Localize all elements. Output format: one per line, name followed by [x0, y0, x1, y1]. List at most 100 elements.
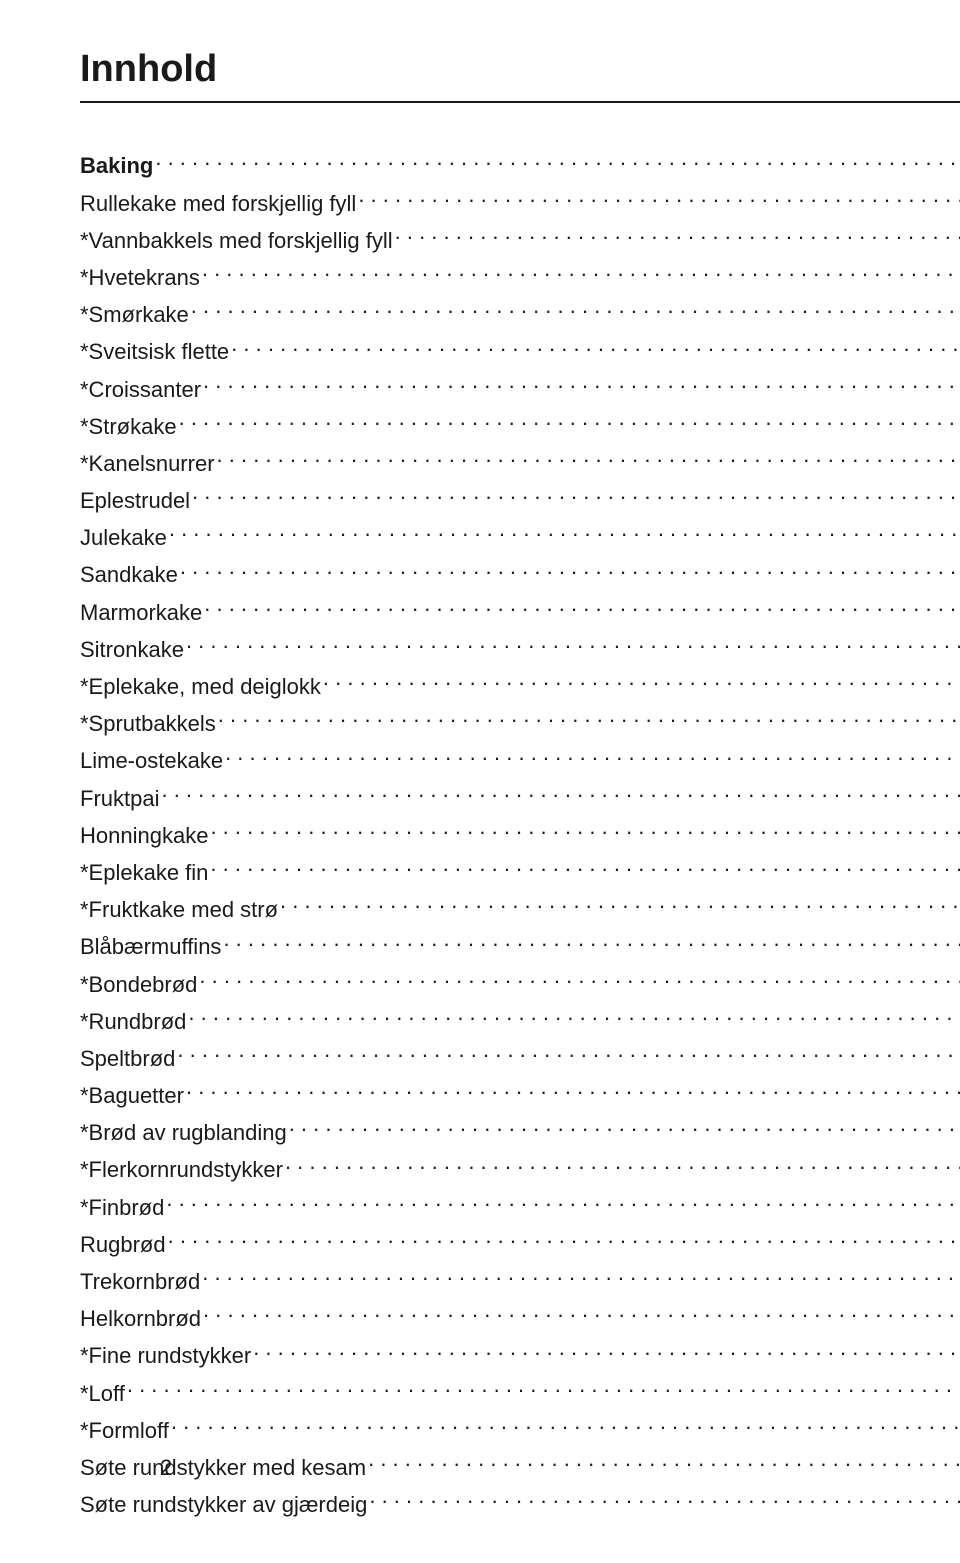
toc-entry-row: Helkornbrød41	[80, 1300, 960, 1335]
toc-entry-label: *Hvetekrans	[80, 263, 200, 294]
toc-entry-row: *Sveitsisk flette13	[80, 333, 960, 368]
toc-entry-label: Julekake	[80, 523, 167, 554]
toc-entry-label: *Smørkake	[80, 300, 189, 331]
toc-entry-row: Sandkake21	[80, 556, 960, 591]
toc-leader-dots	[168, 1225, 960, 1251]
toc-entry-label: Rullekake med forskjellig fyll	[80, 189, 356, 220]
toc-entry-row: *Hvetekrans11	[80, 259, 960, 294]
toc-entry-row: Blåbærmuffins31	[80, 928, 960, 963]
toc-entry-row: Trekornbrød40	[80, 1263, 960, 1298]
toc-leader-dots	[192, 482, 960, 508]
toc-entry-row: *Flerkornrundstykker37	[80, 1151, 960, 1186]
toc-leader-dots	[161, 779, 960, 805]
toc-entry-row: *Loff43	[80, 1374, 960, 1409]
toc-leader-dots	[210, 816, 960, 842]
toc-entry-row: Julekake20	[80, 519, 960, 554]
toc-leader-dots	[289, 1114, 960, 1140]
toc-entry-label: Trekornbrød	[80, 1267, 200, 1298]
toc-entry-row: *Eplekake, med deiglokk24	[80, 668, 960, 703]
toc-entry-label: *Fruktkake med strø	[80, 895, 278, 926]
toc-entry-label: *Baguetter	[80, 1081, 184, 1112]
toc-entry-row: Søte rundstykker av gjærdeig46	[80, 1486, 960, 1521]
toc-entry-row: Rullekake med forskjellig fyll6	[80, 184, 960, 219]
toc-leader-dots	[395, 221, 960, 247]
toc-entry-row: *Brød av rugblanding36	[80, 1114, 960, 1149]
toc-entry-row: *Fine rundstykker42	[80, 1337, 960, 1372]
toc-entry-label: Sitronkake	[80, 635, 184, 666]
toc-leader-dots	[204, 593, 960, 619]
toc-entry-label: Søte rundstykker med kesam	[80, 1453, 366, 1484]
page-number: 2	[160, 1455, 172, 1481]
toc-entry-label: *Finbrød	[80, 1193, 164, 1224]
toc-entry-row: Marmorkake22	[80, 593, 960, 628]
toc-entry-row: *Finbrød38	[80, 1188, 960, 1223]
toc-leader-dots	[217, 445, 960, 471]
toc-leader-dots	[127, 1374, 960, 1400]
toc-entry-label: *Eplekake, med deiglokk	[80, 672, 321, 703]
toc-leader-dots	[169, 519, 960, 545]
table-of-contents: Baking6Rullekake med forskjellig fyll6*V…	[80, 147, 960, 1521]
toc-leader-dots	[155, 147, 960, 173]
toc-section-row: Baking6	[80, 147, 960, 182]
toc-entry-label: Honningkake	[80, 821, 208, 852]
toc-entry-row: *Bondebrød32	[80, 965, 960, 1000]
toc-entry-row: Speltbrød34	[80, 1040, 960, 1075]
toc-entry-row: *Kanelsnurrer16	[80, 445, 960, 480]
toc-entry-label: *Loff	[80, 1379, 125, 1410]
toc-entry-label: *Flerkornrundstykker	[80, 1155, 283, 1186]
toc-leader-dots	[231, 333, 960, 359]
toc-entry-label: *Vannbakkels med forskjellig fyll	[80, 226, 393, 257]
toc-leader-dots	[280, 891, 960, 917]
toc-entry-label: Helkornbrød	[80, 1304, 201, 1335]
toc-leader-dots	[218, 705, 960, 731]
toc-entry-row: Sitronkake23	[80, 630, 960, 665]
toc-entry-row: Lime-ostekake26	[80, 742, 960, 777]
toc-leader-dots	[202, 259, 960, 285]
toc-entry-row: *Strøkake15	[80, 407, 960, 442]
toc-leader-dots	[202, 1263, 960, 1289]
toc-entry-label: Fruktpai	[80, 784, 159, 815]
toc-entry-row: *Baguetter35	[80, 1077, 960, 1112]
toc-entry-label: Lime-ostekake	[80, 746, 223, 777]
toc-entry-label: Eplestrudel	[80, 486, 190, 517]
toc-leader-dots	[203, 1300, 960, 1326]
toc-entry-row: Rugbrød39	[80, 1225, 960, 1260]
toc-leader-dots	[191, 296, 960, 322]
toc-leader-dots	[323, 668, 960, 694]
toc-leader-dots	[358, 184, 960, 210]
toc-leader-dots	[188, 1002, 960, 1028]
toc-entry-row: *Croissanter14	[80, 370, 960, 405]
toc-section-label: Baking	[80, 151, 153, 182]
toc-leader-dots	[186, 630, 960, 656]
toc-entry-row: *Rundbrød33	[80, 1002, 960, 1037]
toc-entry-row: *Vannbakkels med forskjellig fyll8	[80, 221, 960, 256]
toc-leader-dots	[210, 854, 960, 880]
title-rule	[80, 101, 960, 103]
toc-entry-label: Rugbrød	[80, 1230, 166, 1261]
toc-leader-dots	[369, 1486, 960, 1512]
toc-leader-dots	[203, 370, 960, 396]
toc-entry-label: *Kanelsnurrer	[80, 449, 215, 480]
toc-entry-row: Honningkake28	[80, 816, 960, 851]
toc-entry-label: *Fine rundstykker	[80, 1341, 251, 1372]
toc-leader-dots	[225, 742, 960, 768]
toc-leader-dots	[223, 928, 960, 954]
toc-leader-dots	[186, 1077, 960, 1103]
toc-entry-label: *Croissanter	[80, 375, 201, 406]
toc-leader-dots	[368, 1449, 960, 1475]
toc-entry-label: Speltbrød	[80, 1044, 175, 1075]
toc-leader-dots	[177, 1040, 960, 1066]
toc-leader-dots	[285, 1151, 960, 1177]
toc-entry-label: *Rundbrød	[80, 1007, 186, 1038]
toc-leader-dots	[171, 1411, 960, 1437]
toc-entry-label: *Sprutbakkels	[80, 709, 216, 740]
toc-leader-dots	[180, 556, 960, 582]
toc-entry-row: *Sprutbakkels25	[80, 705, 960, 740]
toc-entry-row: *Fruktkake med strø30	[80, 891, 960, 926]
toc-entry-row: Søte rundstykker med kesam45	[80, 1449, 960, 1484]
toc-entry-row: *Formloff44	[80, 1411, 960, 1446]
toc-entry-row: Fruktpai27	[80, 779, 960, 814]
toc-entry-label: *Strøkake	[80, 412, 177, 443]
toc-leader-dots	[166, 1188, 960, 1214]
toc-leader-dots	[179, 407, 960, 433]
